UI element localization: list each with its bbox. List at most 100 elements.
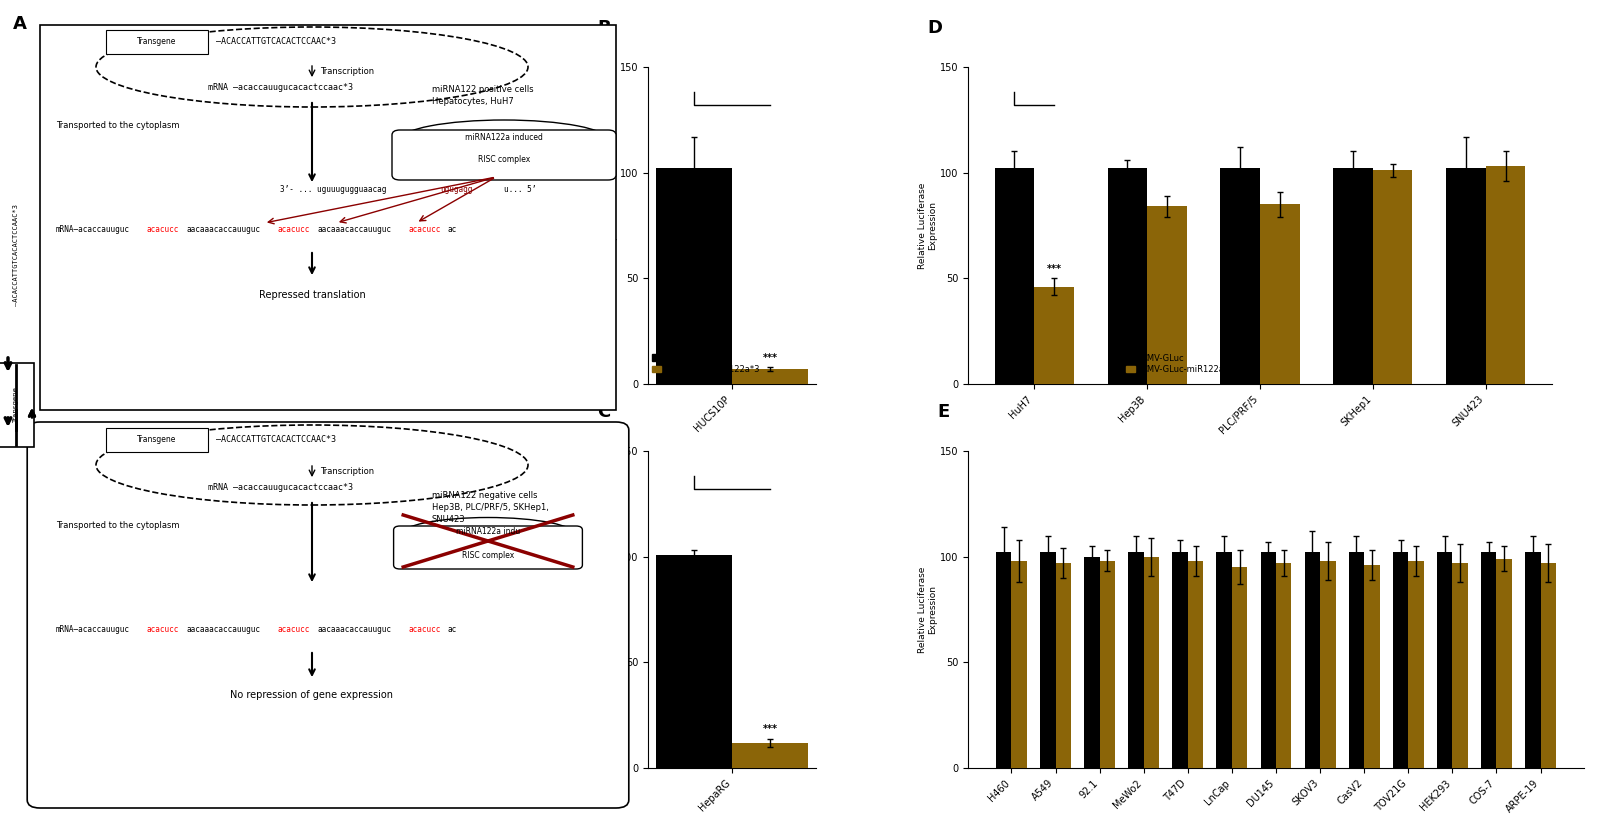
Text: Transgene: Transgene bbox=[13, 387, 19, 423]
Text: Transported to the cytoplasm: Transported to the cytoplasm bbox=[56, 120, 179, 129]
Text: —ACACCATTGTCACACTCCAAC*3: —ACACCATTGTCACACTCCAAC*3 bbox=[13, 204, 19, 306]
FancyBboxPatch shape bbox=[106, 30, 208, 54]
Bar bbox=[995, 553, 1011, 768]
Text: Transgene: Transgene bbox=[138, 38, 176, 47]
Text: mRNA —acaccauugucacactccaac*3: mRNA —acaccauugucacactccaac*3 bbox=[208, 83, 354, 92]
Text: aacaaacaccauuguc: aacaaacaccauuguc bbox=[317, 625, 392, 635]
Bar bbox=[1040, 553, 1056, 768]
Text: miRNA122 positive cells: miRNA122 positive cells bbox=[432, 85, 534, 94]
Text: acacucc: acacucc bbox=[147, 625, 179, 635]
Bar bbox=[1056, 563, 1070, 768]
Y-axis label: Relative Luciferase
Expression: Relative Luciferase Expression bbox=[918, 566, 938, 653]
Bar bbox=[995, 169, 1034, 384]
Bar bbox=[1085, 557, 1099, 768]
Text: acacucc: acacucc bbox=[408, 625, 440, 635]
Ellipse shape bbox=[400, 518, 576, 553]
Bar bbox=[1446, 169, 1486, 384]
Bar bbox=[1333, 169, 1373, 384]
Text: 3’- ... uguuugugguaacag: 3’- ... uguuugugguaacag bbox=[280, 185, 386, 195]
Text: mRNA —acaccauugucacactccaac*3: mRNA —acaccauugucacactccaac*3 bbox=[208, 483, 354, 492]
Bar bbox=[1261, 205, 1299, 384]
Bar bbox=[1216, 553, 1232, 768]
Text: Transgene: Transgene bbox=[138, 436, 176, 444]
Bar bbox=[1496, 559, 1512, 768]
Text: Transported to the cytoplasm: Transported to the cytoplasm bbox=[56, 520, 179, 529]
Text: mRNA—acaccauuguc: mRNA—acaccauuguc bbox=[56, 225, 130, 235]
Text: ac: ac bbox=[448, 625, 458, 635]
Y-axis label: Relative Luciferase
Expression: Relative Luciferase Expression bbox=[598, 566, 618, 653]
Bar bbox=[1349, 553, 1365, 768]
Text: ugugagg: ugugagg bbox=[440, 185, 472, 195]
Text: aacaaacaccauuguc: aacaaacaccauuguc bbox=[187, 625, 261, 635]
Text: C: C bbox=[598, 403, 611, 422]
Bar bbox=[1277, 563, 1291, 768]
Bar bbox=[1187, 561, 1203, 768]
Bar bbox=[656, 169, 733, 384]
Bar bbox=[1486, 166, 1525, 384]
Bar bbox=[1482, 553, 1496, 768]
Text: miRNA122 negative cells: miRNA122 negative cells bbox=[432, 490, 538, 499]
Bar bbox=[40, 25, 616, 410]
Bar bbox=[1261, 553, 1277, 768]
Ellipse shape bbox=[400, 120, 608, 160]
Bar bbox=[1304, 553, 1320, 768]
FancyBboxPatch shape bbox=[394, 526, 582, 569]
Text: Hep3B, PLC/PRF/5, SKHep1,: Hep3B, PLC/PRF/5, SKHep1, bbox=[432, 503, 549, 512]
Bar bbox=[1320, 561, 1336, 768]
Text: Transcription: Transcription bbox=[320, 468, 374, 477]
Text: A: A bbox=[13, 15, 27, 33]
Bar bbox=[1232, 567, 1248, 768]
FancyBboxPatch shape bbox=[27, 422, 629, 808]
FancyBboxPatch shape bbox=[106, 428, 208, 452]
Text: acacucc: acacucc bbox=[147, 225, 179, 235]
Bar bbox=[1147, 206, 1187, 384]
Bar bbox=[1541, 563, 1555, 768]
Text: mRNA—acaccauuguc: mRNA—acaccauuguc bbox=[56, 625, 130, 635]
Text: aacaaacaccauuguc: aacaaacaccauuguc bbox=[317, 225, 392, 235]
Text: ac: ac bbox=[448, 225, 458, 235]
Text: u... 5’: u... 5’ bbox=[504, 185, 536, 195]
Bar bbox=[1144, 557, 1158, 768]
Bar bbox=[1099, 561, 1115, 768]
Bar bbox=[1373, 170, 1413, 384]
Text: SNU423: SNU423 bbox=[432, 514, 466, 524]
Bar bbox=[1394, 553, 1408, 768]
Text: miRNA122a indu: miRNA122a indu bbox=[456, 528, 520, 537]
Bar bbox=[1525, 553, 1541, 768]
Text: aacaaacaccauuguc: aacaaacaccauuguc bbox=[187, 225, 261, 235]
Text: ***: *** bbox=[763, 353, 778, 363]
Bar bbox=[1011, 561, 1027, 768]
Text: Repressed translation: Repressed translation bbox=[259, 290, 365, 300]
Text: B: B bbox=[598, 19, 611, 38]
Text: E: E bbox=[938, 403, 949, 422]
Text: miRNA122a induced: miRNA122a induced bbox=[466, 133, 542, 141]
Y-axis label: Relative Luciferase
Expression: Relative Luciferase Expression bbox=[918, 182, 938, 269]
Text: acacucc: acacucc bbox=[277, 225, 310, 235]
Text: Transcription: Transcription bbox=[320, 68, 374, 77]
FancyBboxPatch shape bbox=[0, 363, 34, 447]
Text: acacucc: acacucc bbox=[277, 625, 310, 635]
Text: Hepatocytes, HuH7: Hepatocytes, HuH7 bbox=[432, 98, 514, 107]
Text: acacucc: acacucc bbox=[408, 225, 440, 235]
Bar bbox=[1453, 563, 1467, 768]
Legend: CMV-GLuc, CMV-GLuc-miR122a*3: CMV-GLuc, CMV-GLuc-miR122a*3 bbox=[1126, 353, 1234, 374]
Bar bbox=[1437, 553, 1453, 768]
Text: RISC complex: RISC complex bbox=[478, 154, 530, 164]
Text: —ACACCATTGTCACACTCCAAC*3: —ACACCATTGTCACACTCCAAC*3 bbox=[216, 38, 336, 47]
Bar bbox=[733, 369, 808, 384]
Text: D: D bbox=[926, 19, 942, 38]
Bar bbox=[733, 743, 808, 768]
Bar bbox=[1034, 286, 1074, 384]
Text: RISC complex: RISC complex bbox=[462, 550, 514, 559]
Text: No repression of gene expression: No repression of gene expression bbox=[230, 690, 394, 700]
Bar bbox=[1173, 553, 1187, 768]
Bar bbox=[1107, 169, 1147, 384]
Bar bbox=[656, 554, 733, 768]
Y-axis label: Relative Luciferase
Expression: Relative Luciferase Expression bbox=[598, 182, 618, 269]
Bar bbox=[1221, 169, 1261, 384]
FancyBboxPatch shape bbox=[392, 130, 616, 180]
Text: —ACACCATTGTCACACTCCAAC*3: —ACACCATTGTCACACTCCAAC*3 bbox=[216, 436, 336, 444]
Bar bbox=[1408, 561, 1424, 768]
Bar bbox=[1365, 565, 1379, 768]
Legend: CMV-GLuc, CMV-GLuc-miR122a*3: CMV-GLuc, CMV-GLuc-miR122a*3 bbox=[653, 353, 760, 374]
